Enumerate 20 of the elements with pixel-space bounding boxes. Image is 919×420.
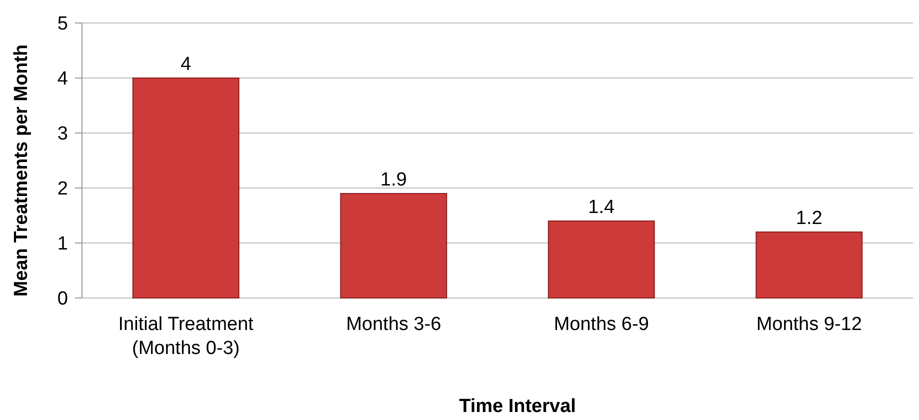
y-tick-label: 0 — [57, 288, 68, 310]
x-tick-label: Months 3-6 — [346, 314, 442, 335]
x-tick-label: Months 9-12 — [756, 314, 862, 335]
y-tick-label: 5 — [57, 14, 68, 35]
data-label: 1.4 — [588, 197, 616, 218]
bar — [756, 232, 863, 298]
data-label: 1.9 — [380, 170, 407, 190]
bar — [340, 193, 448, 298]
y-tick-label: 4 — [57, 68, 68, 90]
y-axis-title: Mean Treatments per Month — [11, 44, 32, 297]
data-label: 4 — [180, 54, 192, 75]
y-tick-label: 1 — [57, 234, 68, 255]
x-tick-label: Months 6-9 — [554, 314, 649, 335]
bar — [132, 78, 240, 298]
y-tick-label: 3 — [57, 124, 68, 145]
data-label: 1.2 — [796, 208, 822, 229]
x-tick-label: Initial Treatment (Months 0-3) — [118, 314, 254, 359]
x-axis-title: Time Interval — [459, 396, 576, 417]
y-tick-label: 2 — [57, 178, 68, 200]
bar — [548, 220, 655, 298]
